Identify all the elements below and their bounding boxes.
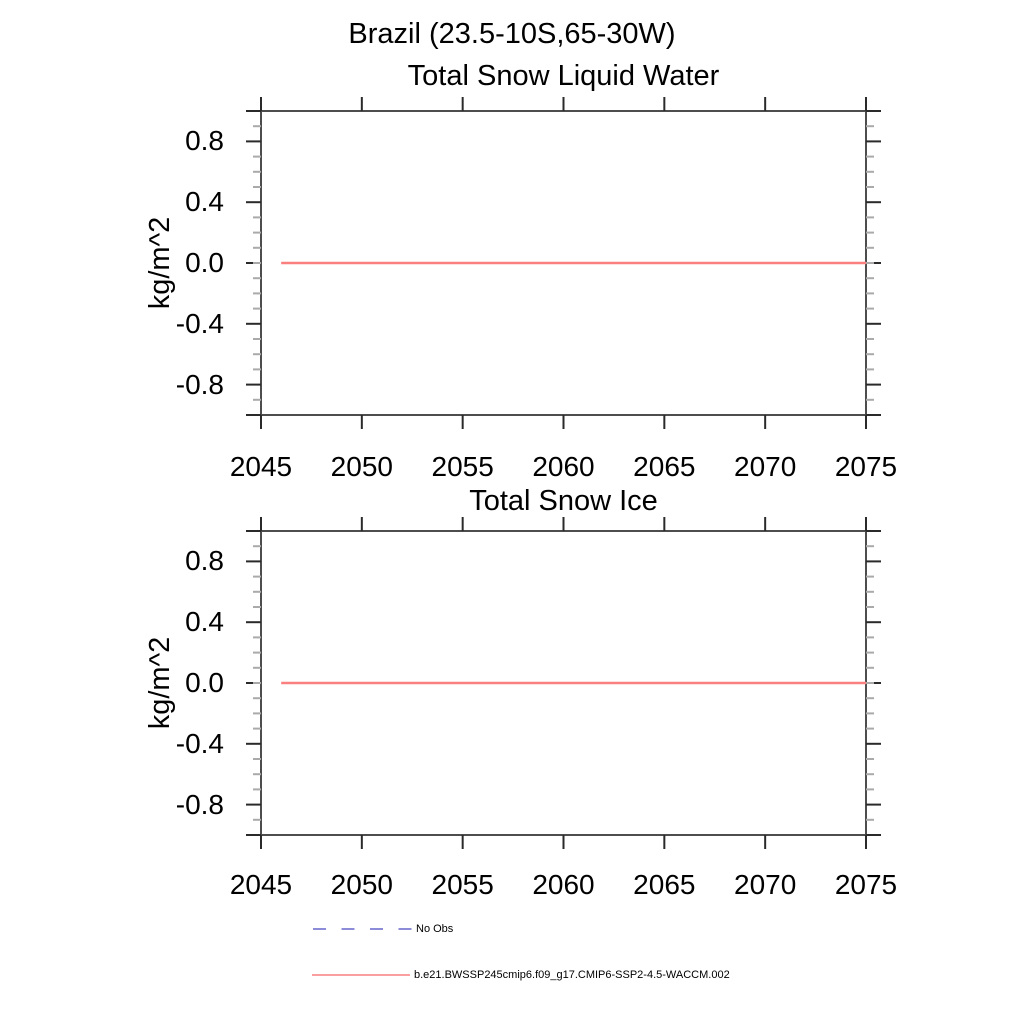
x-tick-label: 2050: [330, 869, 393, 900]
x-tick-label: 2055: [431, 451, 494, 482]
x-tick-label: 2045: [229, 451, 293, 482]
x-tick-label: 2050: [330, 451, 393, 482]
y-tick-label: 0.8: [185, 545, 224, 577]
y-tick-label: 0.0: [185, 667, 224, 698]
x-tick-label: 2055: [431, 869, 494, 900]
x-tick-label: 2070: [734, 451, 797, 482]
x-tick-label: 2065: [633, 869, 696, 900]
x-tick-label: 2045: [229, 869, 293, 900]
x-tick-label: 2070: [734, 869, 797, 900]
y-tick-label: -0.4: [175, 727, 224, 759]
panel-2-title: Total Snow Ice: [469, 485, 658, 517]
y-tick-label: -0.8: [175, 368, 224, 400]
y-tick-label: -0.4: [175, 307, 224, 339]
y-tick-label: 0.4: [185, 186, 224, 218]
y-tick-label: 0.8: [185, 125, 224, 157]
panel-1-title: Total Snow Liquid Water: [407, 60, 720, 92]
x-tick-label: 2075: [834, 869, 898, 900]
x-tick-label: 2060: [532, 869, 595, 900]
legend-label-no-obs: No Obs: [416, 923, 454, 935]
y-tick-label: 0.0: [185, 247, 224, 278]
x-tick-label: 2060: [532, 451, 595, 482]
x-tick-label: 2075: [834, 451, 898, 482]
x-tick-label: 2065: [633, 451, 696, 482]
y-tick-label: 0.4: [185, 606, 224, 638]
y-tick-label: -0.8: [175, 788, 224, 820]
legend-label-model-run: b.e21.BWSSP245cmip6.f09_g17.CMIP6-SSP2-4…: [414, 969, 730, 981]
figure-title: Brazil (23.5-10S,65-30W): [348, 18, 676, 50]
